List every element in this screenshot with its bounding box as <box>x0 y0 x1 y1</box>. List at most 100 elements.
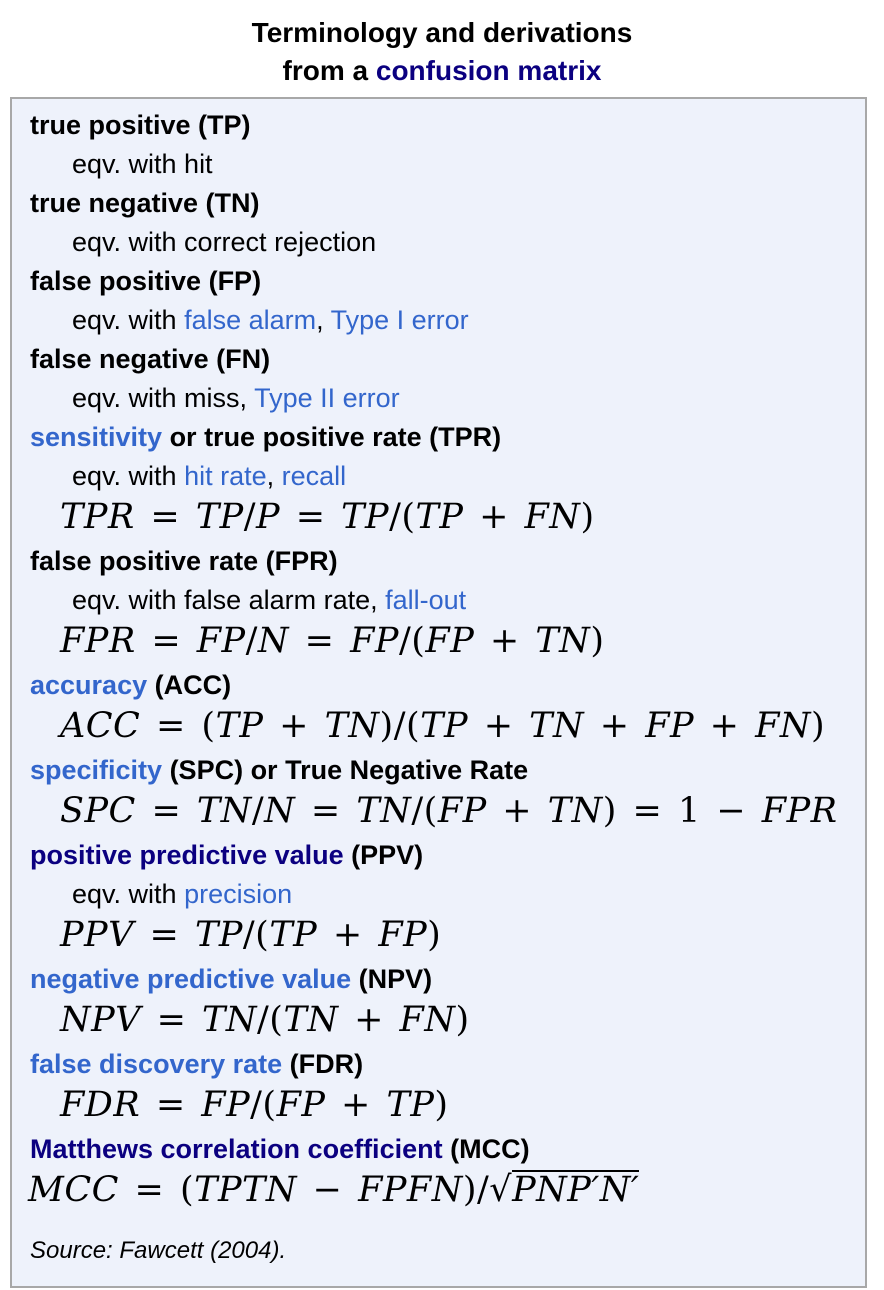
formula-fdr: FDR = FP/(FP + TP) <box>60 1085 861 1125</box>
text-run: (NPV) <box>351 964 433 994</box>
math-var: TPTN <box>194 1170 298 1210</box>
link-type-i-error[interactable]: Type I error <box>330 305 469 335</box>
math-op: /( <box>257 1000 284 1040</box>
formula-npv: NPV = TN/(TN + FN) <box>60 1000 861 1040</box>
math-var: SPC <box>60 791 136 831</box>
link-hit-rate[interactable]: hit rate <box>184 461 267 491</box>
text-run: eqv. with hit <box>72 149 213 179</box>
math-op: = <box>133 915 195 955</box>
text-run: or true positive rate (TPR) <box>162 422 502 452</box>
math-op: = <box>295 791 357 831</box>
link-false-discovery-rate[interactable]: false discovery rate <box>30 1049 283 1079</box>
link-accuracy[interactable]: accuracy <box>30 670 148 700</box>
math-var: TN <box>283 1000 339 1040</box>
math-var: TP <box>341 497 390 537</box>
definition: eqv. with hit rate, recall <box>72 461 851 491</box>
text-run: eqv. with miss, <box>72 383 255 413</box>
math-op: = ( <box>140 706 216 746</box>
math-op: + <box>338 1000 400 1040</box>
math-op: = <box>140 1085 202 1125</box>
math-op: + <box>468 706 530 746</box>
text-run: eqv. with false alarm rate, <box>72 585 386 615</box>
math-var: TP <box>215 706 264 746</box>
term-sensitivity-or-true-positive-rate-tpr: sensitivity or true positive rate (TPR) <box>30 422 851 452</box>
text-run: eqv. with <box>72 461 185 491</box>
math-op: − <box>297 1170 359 1210</box>
math-op: ) <box>434 1085 449 1125</box>
math-op: = <box>134 497 196 537</box>
title-line-2: from a confusion matrix <box>0 52 884 90</box>
math-var: FP <box>645 706 695 746</box>
math-var: TN <box>535 621 591 661</box>
link-fall-out[interactable]: fall-out <box>385 585 467 615</box>
math-op: = <box>289 621 351 661</box>
math-var: FP <box>378 915 428 955</box>
radical-sign: √ <box>489 1170 513 1210</box>
link-confusion-matrix[interactable]: confusion matrix <box>375 55 602 86</box>
math-op: ) <box>580 497 595 537</box>
math-op: / <box>251 791 265 831</box>
math-op: /( <box>242 915 270 955</box>
text-run: true negative (TN) <box>30 188 260 218</box>
math-var: FP <box>350 621 399 661</box>
math-op: + <box>486 791 548 831</box>
math-op: ) <box>455 1000 470 1040</box>
math-var: P <box>256 497 281 537</box>
math-op: = <box>135 621 197 661</box>
math-var: PPV <box>60 915 134 955</box>
math-op: + <box>463 497 525 537</box>
title-line-1: Terminology and derivations <box>251 17 633 48</box>
math-var: FPFN <box>358 1170 463 1210</box>
term-accuracy-acc: accuracy (ACC) <box>30 670 851 700</box>
math-op: )/( <box>379 706 421 746</box>
definition: eqv. with false alarm, Type I error <box>72 305 851 335</box>
math-op: + <box>317 915 379 955</box>
math-op: + <box>325 1085 387 1125</box>
link-matthews-correlation-coefficient[interactable]: Matthews correlation coefficient <box>30 1134 443 1164</box>
math-var: NPV <box>60 1000 141 1040</box>
math-op: /( <box>411 791 438 831</box>
text-run: false negative (FN) <box>30 344 271 374</box>
definition: eqv. with false alarm rate, fall-out <box>72 585 851 615</box>
terminology-box: true positive (TP) eqv. with hit true nega… <box>10 97 867 1288</box>
math-var: MCC <box>28 1170 119 1210</box>
term-false-negative-fn: false negative (FN) <box>30 344 851 374</box>
link-false-alarm[interactable]: false alarm <box>184 305 317 335</box>
math-var: TN <box>356 791 412 831</box>
math-var: FN <box>399 1000 456 1040</box>
formula-tpr: TPR = TP/P = TP/(TP + FN) <box>60 497 861 537</box>
text-run: false positive rate (FPR) <box>30 546 338 576</box>
text-run: (SPC) or True Negative Rate <box>162 755 529 785</box>
formula-fpr: FPR = FP/N = FP/(FP + TN) <box>60 621 861 661</box>
math-var: FN <box>524 497 581 537</box>
text-run: (MCC) <box>442 1134 530 1164</box>
math-var: TPR <box>60 497 135 537</box>
text-run: eqv. with <box>72 879 185 909</box>
math-op: ) <box>427 915 442 955</box>
link-recall[interactable]: recall <box>281 461 347 491</box>
text-run: false positive (FP) <box>30 266 262 296</box>
link-positive-predictive-value[interactable]: positive predictive value <box>30 840 344 870</box>
math-var: TN <box>529 706 585 746</box>
math-op: = <box>140 1000 203 1040</box>
math-var: TP <box>415 497 464 537</box>
formula-mcc: MCC = (TPTN − FPFN)/√PNP′N′ <box>28 1170 861 1210</box>
text-run: (ACC) <box>147 670 232 700</box>
term-false-positive-rate-fpr: false positive rate (FPR) <box>30 546 851 576</box>
link-specificity[interactable]: specificity <box>30 755 163 785</box>
text-run: , <box>316 305 331 335</box>
link-type-ii-error[interactable]: Type II error <box>254 383 400 413</box>
link-negative-predictive-value[interactable]: negative predictive value <box>30 964 352 994</box>
math-var: N <box>264 791 296 831</box>
math-op: /( <box>389 497 416 537</box>
math-var: ACC <box>60 706 141 746</box>
math-op: ) <box>590 621 605 661</box>
math-var: FP <box>201 1085 251 1125</box>
math-var: TP <box>386 1085 435 1125</box>
definition: eqv. with correct rejection <box>72 227 851 257</box>
math-var: FN <box>755 706 812 746</box>
link-sensitivity[interactable]: sensitivity <box>30 422 163 452</box>
link-precision[interactable]: precision <box>184 879 293 909</box>
math-op: / <box>243 497 257 537</box>
math-op: )/ <box>462 1170 490 1210</box>
